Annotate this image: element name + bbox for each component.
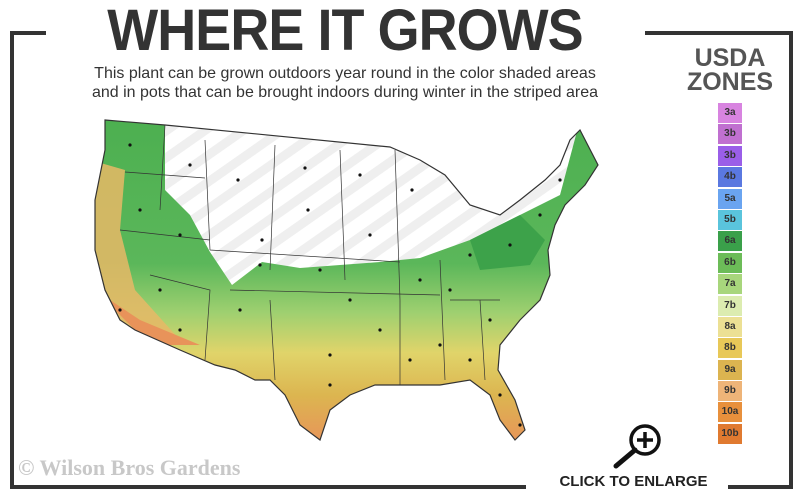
- frame-top-left: [10, 31, 46, 35]
- legend-zone-6b: 6b: [718, 252, 742, 273]
- city-dots: [118, 143, 562, 427]
- zoom-in-magnifier-icon[interactable]: [608, 422, 666, 470]
- legend-zone-7a: 7a: [718, 274, 742, 295]
- click-to-enlarge-button[interactable]: CLICK TO ENLARGE: [559, 473, 708, 490]
- legend-title-line: USDA: [694, 44, 766, 72]
- legend-zone-10b: 10b: [718, 423, 742, 444]
- frame-left: [10, 31, 14, 489]
- legend-title: USDA ZONES: [672, 44, 788, 96]
- legend-zone-3b: 3b: [718, 145, 742, 166]
- frame-bottom-left: [10, 485, 526, 489]
- legend-zone-7b: 7b: [718, 295, 742, 316]
- frame-right: [789, 31, 793, 489]
- legend-title-line: ZONES: [686, 68, 774, 96]
- frame-bottom-right: [728, 485, 793, 489]
- legend-zone-10a: 10a: [718, 402, 742, 423]
- legend-zone-3b: 3b: [718, 124, 742, 145]
- state-lines: [119, 124, 500, 385]
- copyright-watermark: © Wilson Bros Gardens: [18, 455, 241, 480]
- subtitle-line: This plant can be grown outdoors year ro…: [94, 65, 596, 82]
- frame-top-right: [645, 31, 793, 35]
- legend-zone-9b: 9b: [718, 381, 742, 402]
- legend-zone-3a: 3a: [718, 103, 742, 123]
- legend-zone-9a: 9a: [718, 359, 742, 380]
- subtitle-line: and in pots that can be brought indoors …: [91, 84, 599, 101]
- legend-zone-6a: 6a: [718, 231, 742, 252]
- subtitle: This plant can be grown outdoors year ro…: [55, 64, 635, 102]
- legend-zone-8a: 8a: [718, 316, 742, 337]
- legend-zone-5a: 5a: [718, 188, 742, 209]
- legend-zone-5b: 5b: [718, 209, 742, 230]
- zone-legend: 3a 3b 3b 4b 5a 5b 6a 6b 7a 7b 8a 8b 9a 9b 10a 10b: [718, 103, 742, 445]
- legend-zone-4b: 4b: [718, 167, 742, 188]
- legend-zone-8b: 8b: [718, 338, 742, 359]
- page-title: WHERE IT GROWS: [107, 0, 583, 63]
